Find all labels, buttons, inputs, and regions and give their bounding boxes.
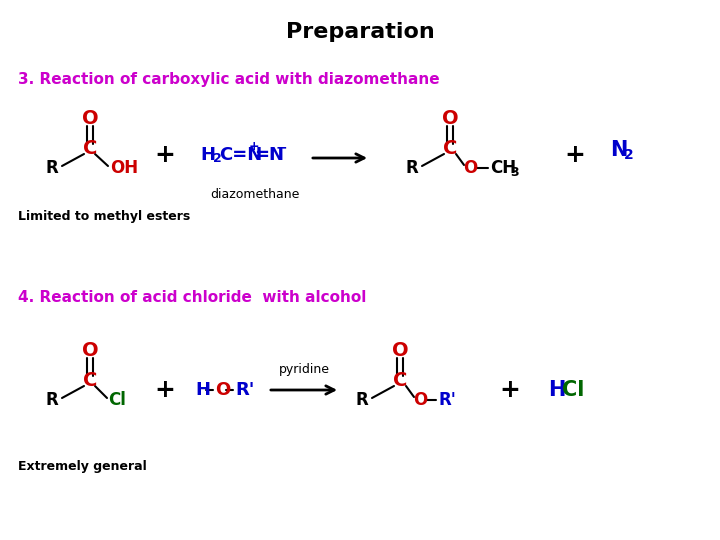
Text: C: C xyxy=(83,138,97,158)
Text: N: N xyxy=(610,140,627,160)
Text: 2: 2 xyxy=(624,148,634,162)
Text: R: R xyxy=(356,391,369,409)
Text: R: R xyxy=(405,159,418,177)
Text: +: + xyxy=(155,143,176,167)
Text: 3. Reaction of carboxylic acid with diazomethane: 3. Reaction of carboxylic acid with diaz… xyxy=(18,72,440,87)
Text: O: O xyxy=(81,341,99,360)
Text: 2: 2 xyxy=(213,152,222,165)
Text: =N: =N xyxy=(254,146,284,164)
Text: 3: 3 xyxy=(510,165,518,179)
Text: C: C xyxy=(443,138,457,158)
Text: H: H xyxy=(548,380,565,400)
Text: R: R xyxy=(45,159,58,177)
Text: R': R' xyxy=(235,381,254,399)
Text: Extremely general: Extremely general xyxy=(18,460,147,473)
Text: Preparation: Preparation xyxy=(286,22,434,42)
Text: C: C xyxy=(393,370,408,389)
Text: OH: OH xyxy=(110,159,138,177)
Text: diazomethane: diazomethane xyxy=(210,188,300,201)
Text: O: O xyxy=(81,109,99,127)
Text: R': R' xyxy=(438,391,456,409)
Text: +: + xyxy=(249,140,260,153)
Text: Limited to methyl esters: Limited to methyl esters xyxy=(18,210,190,223)
Text: 4. Reaction of acid chloride  with alcohol: 4. Reaction of acid chloride with alcoho… xyxy=(18,290,366,305)
Text: pyridine: pyridine xyxy=(279,363,330,376)
Text: O: O xyxy=(463,159,477,177)
Text: C: C xyxy=(83,370,97,389)
Text: R: R xyxy=(45,391,58,409)
Text: +: + xyxy=(564,143,585,167)
Text: Cl: Cl xyxy=(108,391,126,409)
Text: O: O xyxy=(392,341,408,360)
Text: +: + xyxy=(155,378,176,402)
Text: O: O xyxy=(413,391,427,409)
Text: O: O xyxy=(441,109,459,127)
Text: −: − xyxy=(276,140,287,154)
Text: CH: CH xyxy=(490,159,516,177)
Text: H: H xyxy=(195,381,210,399)
Text: C=N: C=N xyxy=(219,146,262,164)
Text: H: H xyxy=(200,146,215,164)
Text: +: + xyxy=(500,378,521,402)
Text: O: O xyxy=(215,381,230,399)
Text: Cl: Cl xyxy=(562,380,585,400)
